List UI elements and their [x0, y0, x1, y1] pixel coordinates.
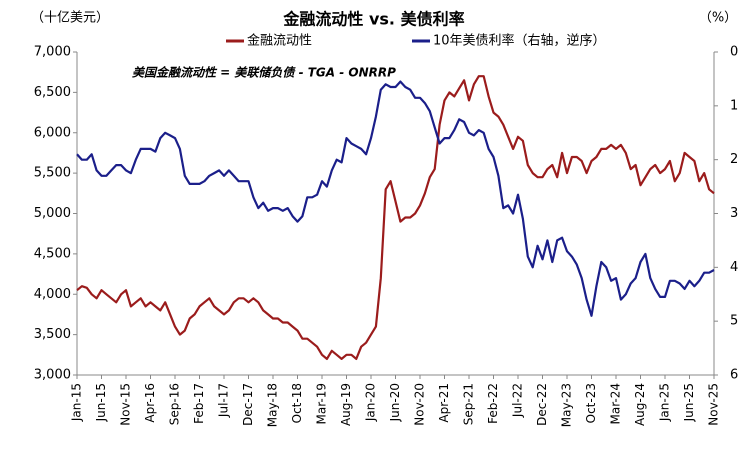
legend-label: 10年美债利率（右轴，逆序）	[433, 33, 606, 49]
y2-axis-label: （%）	[699, 11, 737, 26]
y-tick-label: 5,500	[34, 166, 71, 181]
x-tick-label: Jan-15	[70, 383, 84, 422]
x-tick-label: Aug-19	[339, 383, 353, 426]
y-tick-label: 4,000	[34, 287, 71, 302]
x-tick-label: Jun-25	[682, 383, 696, 422]
y2-tick-label: 1	[730, 98, 738, 113]
x-tick-label: Dec-22	[535, 383, 549, 426]
x-tick-label: Oct-23	[584, 383, 598, 423]
x-tick-label: Jul-17	[217, 383, 231, 418]
x-tick-label: Mar-19	[315, 383, 329, 424]
x-tick-label: Jun-15	[94, 383, 108, 422]
x-tick-label: Sep-16	[168, 383, 182, 425]
y2-tick-label: 0	[730, 45, 738, 60]
x-tick-label: Dec-17	[241, 383, 255, 426]
y2-tick-label: 4	[730, 260, 738, 275]
y-axis-label: （十亿美元）	[31, 11, 109, 26]
x-tick-label: Nov-15	[119, 383, 133, 426]
x-tick-label: Oct-18	[290, 383, 304, 423]
x-tick-label: Jun-20	[388, 383, 402, 422]
line-series	[76, 80, 715, 317]
x-tick-label: Mar-24	[609, 383, 623, 424]
y-tick-label: 6,000	[34, 125, 71, 140]
x-tick-label: May-18	[266, 383, 280, 427]
line-series	[76, 75, 715, 360]
annotation: 美国金融流动性 = 美联储负债 - TGA - ONRRP	[132, 66, 396, 80]
y-tick-label: 3,000	[34, 368, 71, 383]
y2-tick-label: 6	[730, 368, 738, 383]
y2-tick-label: 5	[730, 314, 738, 329]
x-tick-label: Apr-21	[437, 383, 451, 423]
y-tick-label: 5,000	[34, 206, 71, 221]
y2-tick-label: 3	[730, 206, 738, 221]
x-tick-label: Feb-17	[192, 383, 206, 424]
y-tick-label: 6,500	[34, 85, 71, 100]
chart-title: 金融流动性 vs. 美债利率	[282, 10, 464, 29]
y2-tick-label: 2	[730, 152, 738, 167]
x-tick-label: Jul-22	[511, 383, 525, 418]
legend-label: 金融流动性	[247, 33, 312, 49]
x-tick-label: Sep-21	[462, 383, 476, 425]
y-tick-label: 7,000	[34, 45, 71, 60]
x-tick-label: Jan-25	[658, 383, 672, 422]
x-tick-label: Aug-24	[633, 383, 647, 426]
x-tick-label: May-23	[560, 383, 574, 427]
x-tick-label: Jan-20	[364, 383, 378, 422]
x-tick-label: Apr-16	[143, 383, 157, 423]
y-tick-label: 4,500	[34, 246, 71, 261]
y-tick-label: 3,500	[34, 327, 71, 342]
x-tick-label: Nov-20	[413, 383, 427, 426]
x-tick-label: Feb-22	[486, 383, 500, 424]
x-tick-label: Nov-25	[707, 383, 721, 426]
